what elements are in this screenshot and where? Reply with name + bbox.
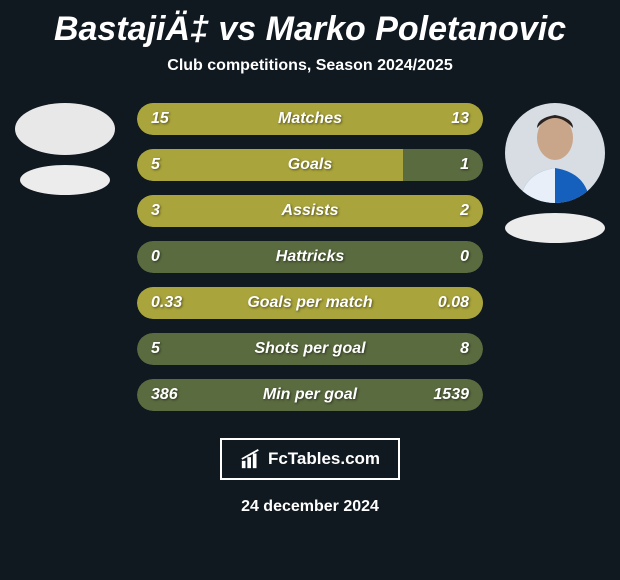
stat-value-left: 3 <box>151 202 160 220</box>
stat-value-right: 2 <box>460 202 469 220</box>
stat-row: 5 Shots per goal 8 <box>137 333 483 365</box>
stat-value-right: 13 <box>451 110 469 128</box>
stat-row: 15 Matches 13 <box>137 103 483 135</box>
page-title: BastajiÄ‡ vs Marko Poletanovic <box>0 10 620 49</box>
stat-label: Matches <box>278 110 342 128</box>
player-right-silhouette-icon <box>505 103 605 203</box>
comparison-main: 15Matches135Goals13Assists20Hattricks00.… <box>0 103 620 423</box>
stat-row: 0 Hattricks 0 <box>137 241 483 273</box>
stat-label: Goals <box>288 156 332 174</box>
stat-value-left: 5 <box>151 156 160 174</box>
page-subtitle: Club competitions, Season 2024/2025 <box>0 57 620 75</box>
stat-label: Min per goal <box>263 386 357 404</box>
stat-value-left: 0 <box>151 248 160 266</box>
stat-value-right: 8 <box>460 340 469 358</box>
stat-value-left: 15 <box>151 110 169 128</box>
source-logo[interactable]: FcTables.com <box>220 438 400 480</box>
stat-row: 386 Min per goal 1539 <box>137 379 483 411</box>
player-left-avatar <box>15 103 115 155</box>
stats-bars: 15Matches135Goals13Assists20Hattricks00.… <box>137 103 483 425</box>
stat-label: Hattricks <box>276 248 344 266</box>
stat-value-left: 0.33 <box>151 294 182 312</box>
stat-value-right: 0 <box>460 248 469 266</box>
bar-chart-icon <box>240 448 262 470</box>
footer-date: 24 december 2024 <box>0 498 620 516</box>
source-logo-text: FcTables.com <box>268 449 380 469</box>
stat-row: 0.33 Goals per match 0.08 <box>137 287 483 319</box>
stat-label: Assists <box>282 202 339 220</box>
stat-value-right: 1539 <box>433 386 469 404</box>
stat-value-right: 1 <box>460 156 469 174</box>
player-left-column <box>10 103 120 195</box>
player-right-column <box>500 103 610 243</box>
stat-label: Shots per goal <box>254 340 365 358</box>
stat-row: 5 Goals 1 <box>137 149 483 181</box>
stat-value-left: 5 <box>151 340 160 358</box>
player-right-avatar <box>505 103 605 203</box>
stat-value-right: 0.08 <box>438 294 469 312</box>
player-right-flag <box>505 213 605 243</box>
comparison-card: BastajiÄ‡ vs Marko Poletanovic Club comp… <box>0 0 620 580</box>
footer: FcTables.com 24 december 2024 <box>0 438 620 516</box>
player-left-flag <box>20 165 110 195</box>
stat-value-left: 386 <box>151 386 178 404</box>
stat-bar-fill-left <box>137 149 403 181</box>
stat-row: 3 Assists 2 <box>137 195 483 227</box>
stat-label: Goals per match <box>247 294 372 312</box>
